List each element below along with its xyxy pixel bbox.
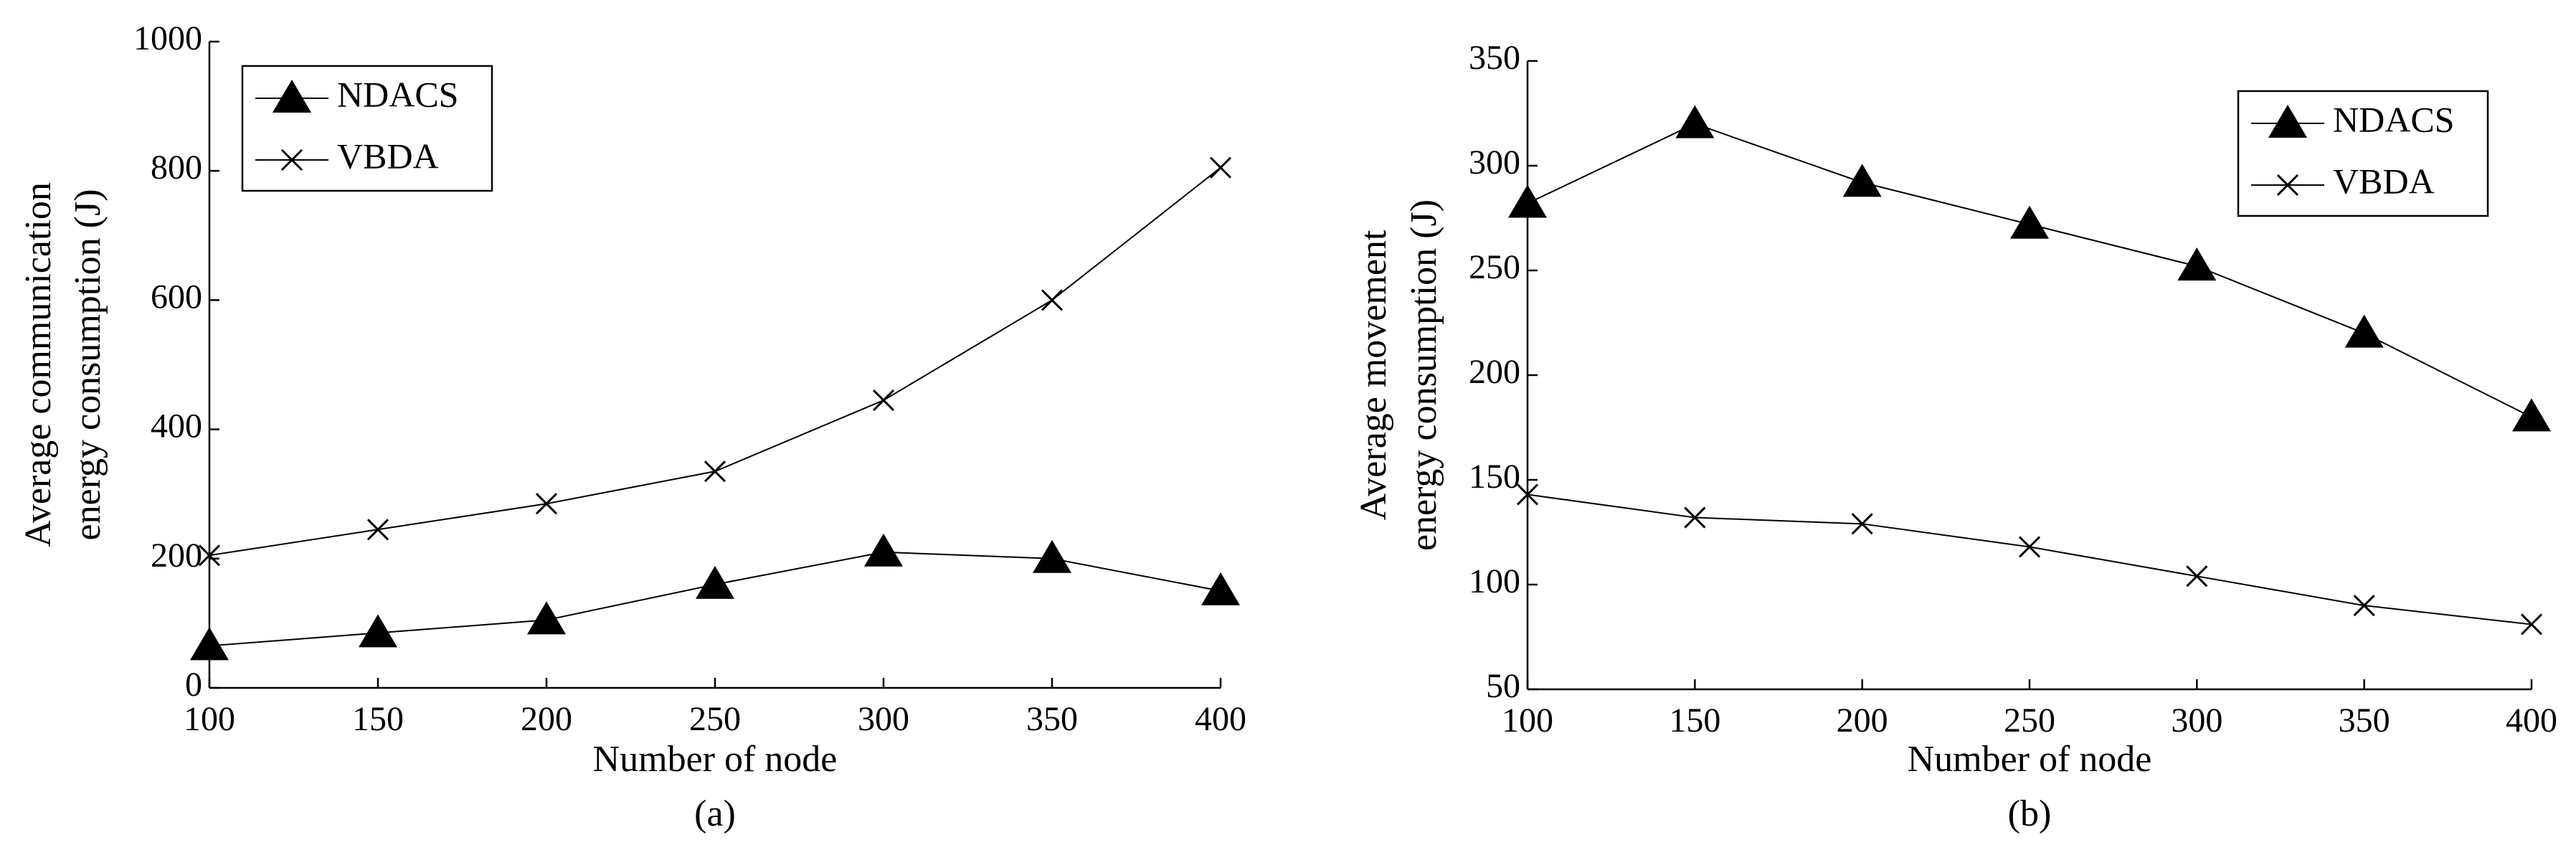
marker-triangle xyxy=(527,601,566,635)
marker-x xyxy=(1516,483,1539,506)
y-tick-label: 100 xyxy=(1469,562,1520,600)
x-tick-label: 350 xyxy=(1026,700,1078,738)
y-tick-label: 200 xyxy=(1469,353,1520,391)
y-tick-label: 300 xyxy=(1469,143,1520,181)
marker-triangle xyxy=(190,627,229,661)
x-tick-label: 300 xyxy=(2171,702,2222,740)
marker-x xyxy=(2520,613,2543,636)
marker-x xyxy=(872,389,895,412)
x-axis-label: Number of node xyxy=(593,739,838,780)
y-tick-label: 350 xyxy=(1469,39,1520,77)
x-tick-label: 350 xyxy=(2339,702,2390,740)
x-tick-label: 200 xyxy=(1837,702,1888,740)
x-tick-label: 100 xyxy=(1502,702,1553,740)
marker-triangle xyxy=(1201,572,1240,605)
x-tick-label: 300 xyxy=(858,700,909,738)
y-tick-label: 0 xyxy=(185,666,202,704)
caption: (a) xyxy=(694,793,736,834)
legend-marker xyxy=(273,80,311,113)
legend-label: NDACS xyxy=(2333,99,2454,139)
y-tick-label: 50 xyxy=(1486,667,1520,705)
legend-marker xyxy=(2268,105,2307,138)
series-line xyxy=(1527,493,2532,625)
marker-x xyxy=(1209,156,1232,179)
y-tick-label: 400 xyxy=(151,407,202,445)
x-tick-label: 150 xyxy=(1669,702,1720,740)
x-tick-label: 200 xyxy=(521,700,572,738)
y-tick-label: 1000 xyxy=(133,19,202,57)
series-line xyxy=(209,166,1221,557)
marker-x xyxy=(198,544,221,567)
marker-x xyxy=(1851,513,1873,535)
marker-x xyxy=(2186,565,2208,587)
marker-x xyxy=(2353,595,2375,617)
legend-label: NDACS xyxy=(337,74,458,114)
marker-triangle xyxy=(2344,314,2384,348)
x-tick-label: 250 xyxy=(689,700,741,738)
x-tick-label: 400 xyxy=(1195,700,1246,738)
marker-x xyxy=(1684,506,1706,529)
legend-marker xyxy=(2276,174,2299,197)
y-axis-label: Average communication xyxy=(18,182,59,547)
marker-triangle xyxy=(1508,184,1547,218)
y-tick-label: 150 xyxy=(1469,458,1520,496)
marker-x xyxy=(2018,536,2041,558)
marker-triangle xyxy=(1675,105,1715,138)
x-tick-label: 100 xyxy=(184,700,235,738)
marker-triangle xyxy=(1033,539,1071,573)
legend-label: VBDA xyxy=(2333,161,2435,201)
marker-triangle xyxy=(1842,164,1882,197)
legend-label: VBDA xyxy=(337,136,439,176)
y-axis-label: energy consumption (J) xyxy=(1403,199,1444,551)
x-axis-label: Number of node xyxy=(1908,739,2152,780)
marker-triangle xyxy=(359,614,397,648)
y-tick-label: 200 xyxy=(151,537,202,575)
legend-marker xyxy=(280,148,303,171)
x-tick-label: 250 xyxy=(2004,702,2055,740)
marker-triangle xyxy=(2177,247,2217,281)
legend-box xyxy=(241,65,493,192)
marker-triangle xyxy=(2010,205,2049,239)
marker-x xyxy=(366,519,389,541)
y-axis-label: energy consumption (J) xyxy=(67,189,108,540)
caption: (b) xyxy=(2008,793,2052,834)
y-tick-label: 800 xyxy=(151,148,202,186)
y-tick-label: 600 xyxy=(151,278,202,316)
legend-box xyxy=(2237,90,2489,217)
y-axis-label: Average movement xyxy=(1353,230,1394,520)
x-tick-label: 400 xyxy=(2506,702,2557,740)
x-tick-label: 150 xyxy=(352,700,404,738)
marker-triangle xyxy=(864,533,903,567)
y-tick-label: 250 xyxy=(1469,248,1520,286)
marker-x xyxy=(1041,289,1064,311)
marker-triangle xyxy=(696,565,734,599)
marker-x xyxy=(704,460,726,483)
marker-x xyxy=(535,493,558,515)
marker-triangle xyxy=(2512,398,2551,432)
